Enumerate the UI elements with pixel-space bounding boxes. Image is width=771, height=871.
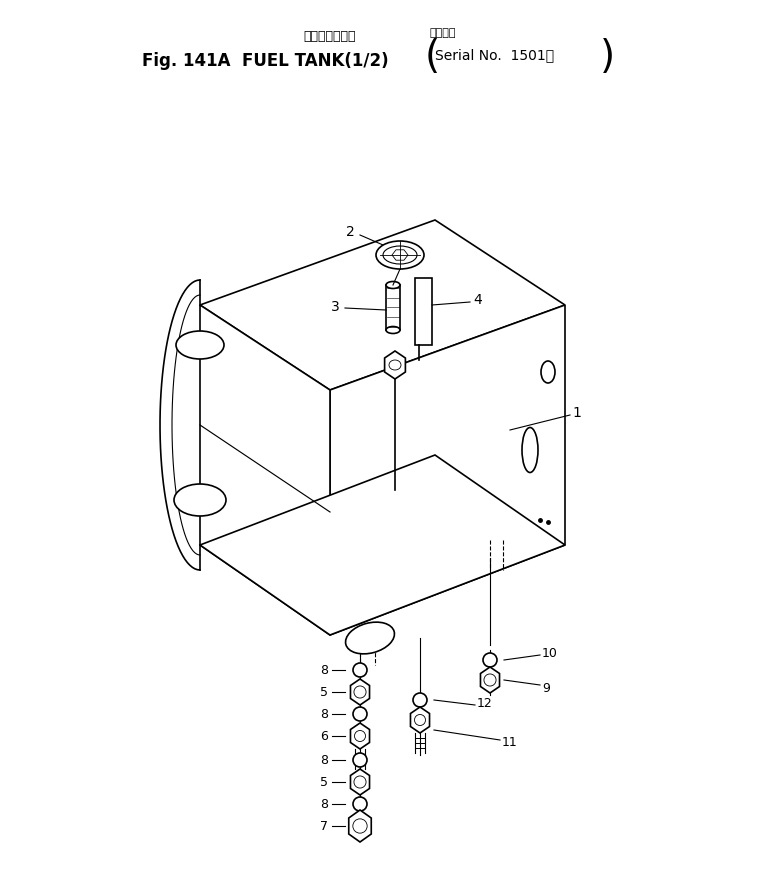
Polygon shape [351, 723, 369, 749]
Text: 12: 12 [477, 697, 493, 710]
Text: 11: 11 [502, 735, 518, 748]
Text: 8: 8 [320, 753, 328, 766]
Ellipse shape [541, 361, 555, 383]
Text: ): ) [600, 38, 615, 76]
Circle shape [353, 753, 367, 767]
Ellipse shape [386, 281, 400, 288]
Ellipse shape [174, 484, 226, 516]
Circle shape [483, 653, 497, 667]
Text: フェエルタンク: フェエルタンク [304, 30, 356, 43]
Text: 2: 2 [346, 225, 355, 239]
Bar [415, 278, 432, 345]
Circle shape [413, 693, 427, 707]
Text: 8: 8 [320, 798, 328, 811]
Text: 5: 5 [320, 775, 328, 788]
Text: 4: 4 [473, 293, 482, 307]
Text: Fig. 141A  FUEL TANK(1/2): Fig. 141A FUEL TANK(1/2) [142, 52, 389, 70]
Text: (: ( [425, 38, 440, 76]
Polygon shape [200, 455, 565, 635]
Ellipse shape [386, 327, 400, 334]
Text: 9: 9 [542, 681, 550, 694]
Polygon shape [200, 305, 330, 635]
Circle shape [353, 707, 367, 721]
Text: 3: 3 [332, 300, 340, 314]
Text: 5: 5 [320, 685, 328, 699]
Circle shape [353, 797, 367, 811]
Polygon shape [330, 305, 565, 635]
Text: 8: 8 [320, 707, 328, 720]
Polygon shape [351, 769, 369, 795]
Text: 8: 8 [320, 664, 328, 677]
Polygon shape [480, 667, 500, 693]
Text: 適用号機: 適用号機 [430, 28, 456, 38]
Ellipse shape [522, 428, 538, 472]
Text: 10: 10 [542, 646, 558, 659]
Text: 7: 7 [320, 820, 328, 833]
Polygon shape [410, 707, 429, 733]
Polygon shape [200, 220, 565, 390]
Ellipse shape [345, 622, 395, 654]
Polygon shape [351, 679, 369, 705]
Ellipse shape [376, 241, 424, 269]
Text: Serial No.  1501～: Serial No. 1501～ [435, 48, 554, 62]
Text: 1: 1 [572, 406, 581, 420]
Text: 6: 6 [320, 730, 328, 742]
Ellipse shape [176, 331, 224, 359]
Polygon shape [348, 810, 372, 842]
Polygon shape [385, 351, 406, 379]
Circle shape [353, 663, 367, 677]
